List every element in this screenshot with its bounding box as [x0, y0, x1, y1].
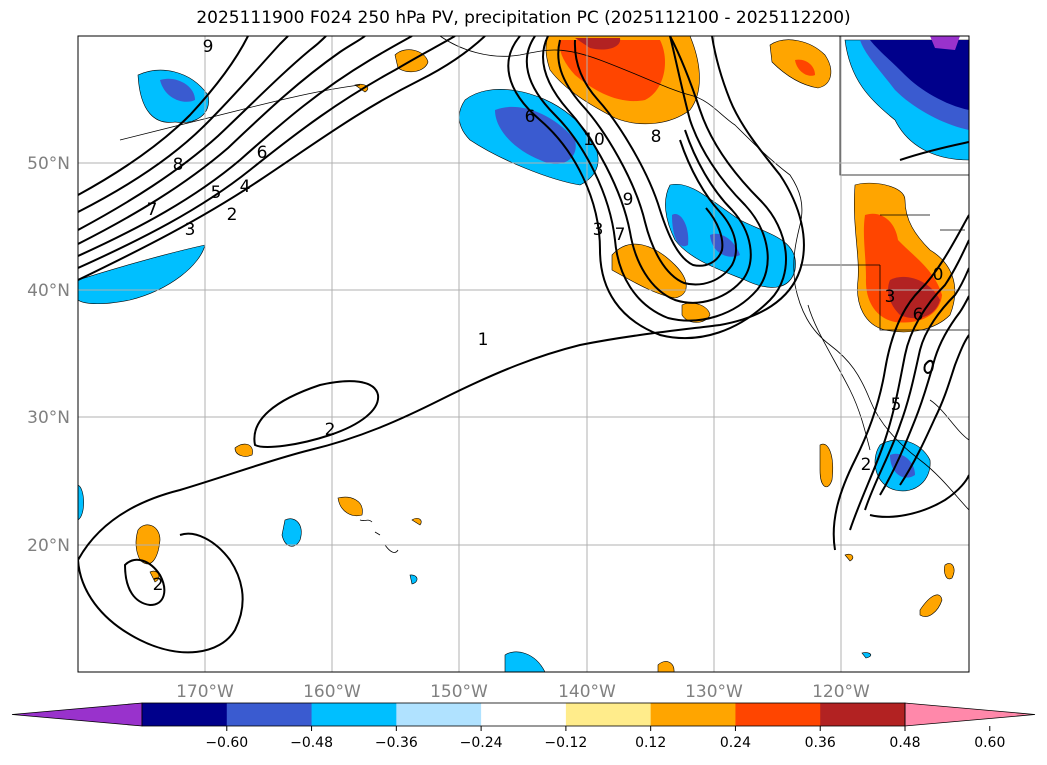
colorbar-extend-low [11, 702, 143, 727]
colorbar-extend-high [904, 702, 1036, 727]
colorbar-swatch [735, 703, 821, 726]
colorbar-swatch [142, 703, 228, 726]
contour-label: 5 [891, 395, 902, 415]
contour-label: 9 [623, 190, 634, 210]
contour-label: 7 [147, 200, 158, 220]
lon-tick-label: 130°W [685, 682, 743, 702]
lon-tick-label: 160°W [303, 682, 361, 702]
colorbar-tick-label: 0.12 [635, 735, 666, 751]
colorbar: −0.60 −0.48 −0.36 −0.24 −0.12 0.12 0.24 0.36 0.4… [11, 702, 1036, 751]
contour-label: 8 [651, 127, 662, 147]
contour-label: 4 [240, 177, 251, 197]
map-panel: 9 8 7 6 5 4 3 2 1 2 6 10 8 9 7 3 3 6 5 2… [78, 36, 969, 672]
contour-label: 7 [615, 225, 626, 245]
colorbar-tick-label: 0.48 [889, 735, 920, 751]
lon-tick-labels: 170°W 160°W 150°W 140°W 130°W 120°W [176, 682, 870, 702]
map-frame [77, 35, 970, 673]
contour-label: 2 [153, 575, 164, 595]
colorbar-tick-label: −0.36 [375, 735, 418, 751]
colorbar-tick-label: −0.48 [290, 735, 333, 751]
contour-label: 0 [933, 265, 944, 285]
contour-label: 6 [257, 143, 268, 163]
lat-tick-label: 30°N [27, 408, 70, 428]
contour-label: 5 [211, 183, 222, 203]
contour-label: 8 [173, 155, 184, 175]
colorbar-swatch [565, 703, 652, 726]
colorbar-tick-label: −0.24 [460, 735, 503, 751]
lon-tick-label: 150°W [430, 682, 488, 702]
colorbar-tick-label: 0.60 [974, 735, 1005, 751]
colorbar-tick-label: −0.60 [205, 735, 248, 751]
pv-contours [78, 36, 969, 654]
lon-tick-label: 120°W [812, 682, 870, 702]
lat-tick-labels: 50°N 40°N 30°N 20°N [27, 154, 70, 556]
lat-tick-label: 20°N [27, 536, 70, 556]
precip-negative-regions [78, 36, 969, 672]
lon-tick-label: 140°W [558, 682, 616, 702]
contour-label: 2 [861, 455, 872, 475]
contour-label: 2 [227, 205, 238, 225]
contour-label: 3 [885, 287, 896, 307]
coastlines [119, 36, 969, 553]
lat-tick-label: 50°N [27, 154, 70, 174]
colorbar-tick-label: 0.24 [720, 735, 751, 751]
contour-label: 6 [525, 107, 536, 127]
contour-labels: 9 8 7 6 5 4 3 2 1 2 6 10 8 9 7 3 3 6 5 2… [147, 37, 944, 595]
contour-label: 1 [478, 330, 489, 350]
colorbar-swatch [226, 703, 313, 726]
contour-label: 2 [325, 420, 336, 440]
lat-tick-label: 40°N [27, 281, 70, 301]
map-title: 2025111900 F024 250 hPa PV, precipitatio… [196, 8, 851, 28]
lon-tick-label: 170°W [176, 682, 234, 702]
colorbar-swatch [396, 703, 482, 726]
colorbar-swatch [481, 703, 567, 726]
colorbar-tick-label: −0.12 [544, 735, 587, 751]
colorbar-frame [141, 702, 906, 727]
colorbar-swatch [820, 703, 906, 726]
contour-label: 10 [583, 130, 605, 150]
contour-label: 9 [203, 37, 214, 57]
contour-label: 3 [593, 220, 604, 240]
contour-label: 6 [913, 305, 924, 325]
colorbar-swatch [650, 703, 736, 726]
colorbar-swatch [311, 703, 397, 726]
contour-label: 3 [185, 220, 196, 240]
colorbar-tick-label: 0.36 [805, 735, 836, 751]
